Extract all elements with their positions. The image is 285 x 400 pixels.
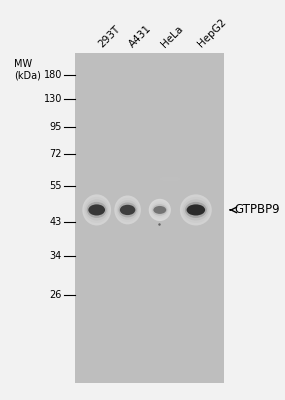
Ellipse shape [187,204,205,216]
Ellipse shape [158,176,182,182]
Ellipse shape [119,202,137,218]
Ellipse shape [85,199,108,220]
Ellipse shape [117,200,138,220]
Text: 55: 55 [49,181,62,191]
Ellipse shape [120,205,135,215]
Text: 26: 26 [50,290,62,300]
Text: 34: 34 [50,251,62,261]
Text: 95: 95 [50,122,62,132]
Text: MW
(kDa): MW (kDa) [14,59,41,80]
Ellipse shape [150,200,170,219]
Text: HeLa: HeLa [160,24,186,49]
Text: GTPBP9: GTPBP9 [235,204,280,216]
Text: 180: 180 [44,70,62,80]
Ellipse shape [153,206,166,214]
Text: HepG2: HepG2 [196,17,228,49]
Text: 130: 130 [44,94,62,104]
Ellipse shape [88,204,105,216]
Ellipse shape [180,194,212,226]
Ellipse shape [152,204,167,216]
Ellipse shape [149,199,171,221]
Ellipse shape [182,197,210,223]
Bar [75,53,224,383]
Ellipse shape [185,202,207,218]
Text: 72: 72 [49,149,62,159]
Ellipse shape [183,199,208,220]
Text: 43: 43 [50,217,62,227]
Ellipse shape [114,196,141,224]
Ellipse shape [87,202,107,218]
Text: A431: A431 [128,23,154,49]
Ellipse shape [116,198,139,222]
Ellipse shape [84,197,110,223]
Ellipse shape [82,194,111,226]
Ellipse shape [151,202,168,218]
Text: 293T: 293T [97,24,122,49]
